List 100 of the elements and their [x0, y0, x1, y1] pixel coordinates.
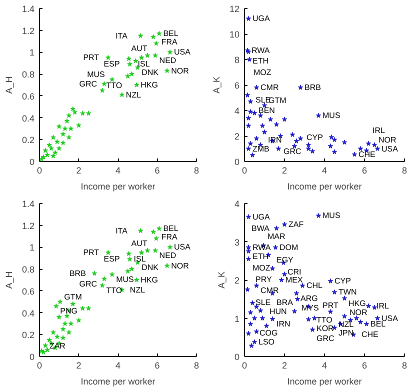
y-tick-label: 1.4 [22, 199, 35, 209]
annotation: COG [260, 328, 278, 338]
y-tick-label: 0 [29, 157, 35, 167]
annotation: ISL [138, 60, 150, 69]
y-tick-label: 0.4 [22, 113, 35, 124]
annotation: BEL [163, 224, 179, 234]
x-tick-label: 4 [322, 360, 328, 370]
y-axis-title: A_H [4, 271, 14, 289]
annotation: ESP [104, 254, 120, 264]
annotation: IRL [372, 126, 386, 136]
annotation: BRB [69, 268, 86, 278]
annotation: CHE [362, 330, 378, 340]
annotation: ZMB [252, 144, 270, 154]
x-axis-title: Income per worker [287, 376, 362, 386]
y-tick-label: 0.2 [22, 135, 35, 146]
y-tick-label: 3 [234, 237, 240, 248]
y-tick-label: 8 [234, 55, 240, 65]
annotation: UGA [252, 14, 270, 24]
annotation: MAR [268, 232, 286, 242]
x-tick-label: 6 [362, 166, 368, 176]
annotation: KOR [316, 324, 334, 333]
annotation: ARG [300, 294, 318, 303]
y-tick-label: 1.2 [22, 220, 35, 231]
annotation: SLE [256, 298, 271, 308]
y-tick-label: 12 [229, 4, 240, 14]
y-tick-label: 0 [234, 157, 240, 167]
x-axis-title: Income per worker [80, 376, 156, 386]
annotation: UGA [252, 212, 270, 222]
annotation: DNK [142, 263, 160, 272]
annotation: NED [159, 250, 176, 260]
x-tick-label: 6 [154, 166, 160, 176]
annotation: HKG [140, 80, 158, 90]
annotation: TWN [338, 288, 357, 297]
y-tick-label: 1.4 [22, 4, 35, 14]
x-tick-label: 2 [282, 360, 288, 370]
annotation: MUS [322, 111, 340, 120]
annotation: USA [382, 314, 399, 323]
y-tick-label: 0 [29, 352, 35, 362]
x-tick-label: 8 [194, 166, 200, 176]
annotation: TTO [106, 80, 122, 90]
y-axis-title: A_K [216, 271, 226, 289]
y-tick-label: 0.8 [22, 264, 35, 275]
annotation: MOZ [254, 68, 272, 77]
y-tick-label: 0.4 [22, 308, 35, 318]
annotation: NOR [350, 308, 368, 318]
annotation: CHL [306, 281, 324, 290]
y-tick-label: 0.2 [22, 330, 35, 340]
y-tick-label: 1 [29, 242, 35, 253]
annotation: ESP [104, 59, 120, 68]
annotation: NOR [378, 135, 396, 144]
annotation: USA [382, 144, 399, 154]
annotation: ZAF [288, 220, 304, 230]
annotation: NZL [130, 285, 146, 294]
x-tick-label: 4 [322, 166, 328, 176]
annotation: IRL [376, 302, 390, 311]
annotation: MUS [116, 275, 134, 284]
annotation: GRC [79, 79, 98, 88]
annotation: MYS [302, 304, 319, 313]
annotation: TTO [316, 315, 332, 324]
y-tick-label: 0 [234, 352, 240, 362]
y-tick-label: 2 [234, 276, 240, 286]
annotation: BEN [258, 106, 276, 116]
annotation: FRA [161, 37, 178, 46]
annotation: HKG [348, 298, 366, 308]
x-tick-label: 0 [36, 360, 42, 370]
y-axis-title: A_H [4, 76, 14, 94]
annotation: CMR [260, 83, 279, 92]
annotation: GRC [316, 334, 334, 344]
annotation: EGY [276, 256, 294, 265]
annotation: GTM [64, 292, 82, 302]
x-tick-label: 2 [282, 166, 288, 176]
annotation: MUS [322, 211, 340, 220]
annotation: ETH [252, 252, 269, 261]
y-tick-label: 4 [234, 199, 240, 209]
annotation: FRA [161, 232, 178, 242]
annotation: PRT [322, 300, 338, 310]
annotation: CHE [358, 150, 376, 159]
annotation: LSO [258, 337, 275, 346]
annotation: CMR [260, 286, 279, 296]
annotation: IRN [276, 320, 290, 329]
annotation: RWA [252, 46, 270, 56]
annotation: GRC [79, 279, 98, 288]
y-tick-label: 4 [234, 106, 240, 116]
y-tick-label: 0.6 [22, 91, 35, 102]
y-tick-label: 2 [234, 132, 240, 142]
annotation: ISL [134, 254, 146, 264]
x-tick-label: 0 [242, 360, 248, 370]
x-tick-label: 6 [154, 360, 160, 370]
x-tick-label: 2 [76, 166, 82, 176]
y-tick-label: 0.6 [22, 286, 35, 296]
annotation: PRY [256, 274, 272, 284]
y-tick-label: 1 [29, 48, 35, 58]
x-tick-label: 4 [115, 360, 121, 370]
annotation: BRA [276, 298, 294, 307]
annotation: ITA [116, 226, 128, 236]
annotation: ETH [252, 56, 269, 66]
x-tick-label: 8 [402, 166, 408, 176]
annotation: CYP [306, 132, 323, 142]
annotation: NOR [171, 261, 190, 270]
annotation: DNK [142, 68, 160, 78]
